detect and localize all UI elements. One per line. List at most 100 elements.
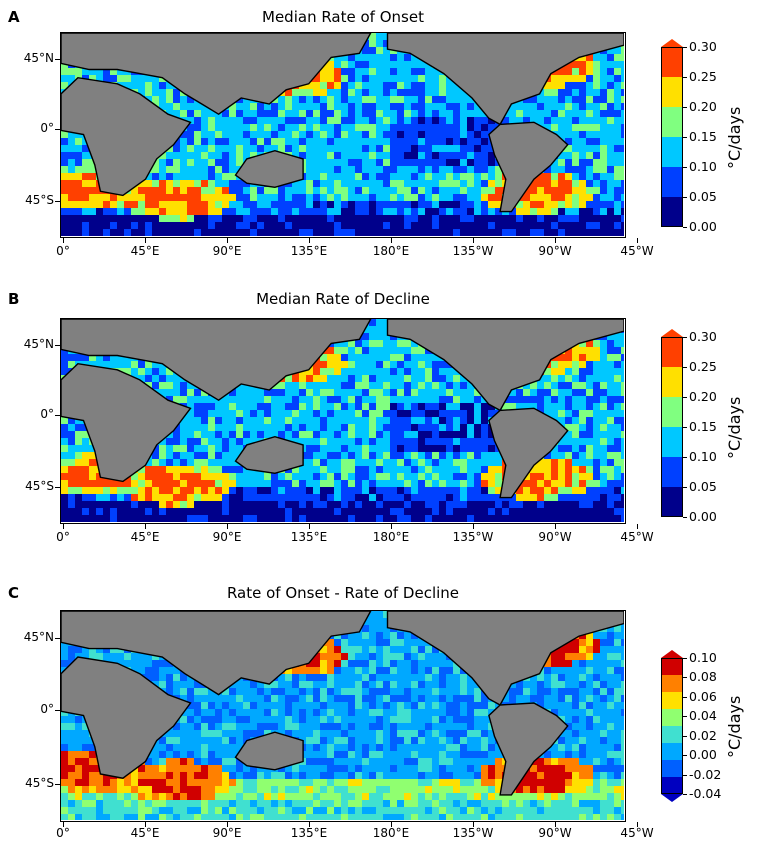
heatmap-cell [425, 438, 432, 445]
heatmap-cell [362, 403, 369, 410]
heatmap-cell [271, 410, 278, 417]
heatmap-cell [621, 333, 624, 340]
heatmap-cell [348, 54, 355, 61]
heatmap-cell [530, 508, 537, 515]
heatmap-cell [327, 417, 334, 424]
heatmap-cell [229, 508, 236, 515]
heatmap-cell [572, 459, 579, 466]
heatmap-cell [453, 201, 460, 208]
colorbar-tick-mark [683, 197, 687, 198]
heatmap-cell [159, 173, 166, 180]
heatmap-cell [341, 452, 348, 459]
heatmap-cell [348, 361, 355, 368]
heatmap-cell [572, 89, 579, 96]
heatmap-cell [460, 110, 467, 117]
heatmap-cell [383, 382, 390, 389]
heatmap-cell [474, 445, 481, 452]
heatmap-cell [75, 180, 82, 187]
heatmap-cell [621, 152, 624, 159]
heatmap-cell [383, 145, 390, 152]
x-tick-mark [309, 524, 310, 529]
heatmap-cell [572, 138, 579, 145]
heatmap-cell [439, 473, 446, 480]
heatmap-cell [187, 396, 194, 403]
heatmap-cell [180, 396, 187, 403]
heatmap-cell [369, 68, 376, 75]
heatmap-cell [586, 354, 593, 361]
heatmap-cell [572, 361, 579, 368]
heatmap-cell [544, 501, 551, 508]
heatmap-cell [369, 501, 376, 508]
heatmap-cell [565, 431, 572, 438]
heatmap-cell [243, 124, 250, 131]
heatmap-cell [110, 480, 117, 487]
heatmap-cell [180, 173, 187, 180]
heatmap-cell [173, 96, 180, 103]
heatmap-cell [411, 445, 418, 452]
heatmap-cell [614, 96, 621, 103]
heatmap-cell [222, 215, 229, 222]
x-tick-label: 90°E [212, 530, 242, 544]
heatmap-cell [572, 382, 579, 389]
heatmap-cell [236, 473, 243, 480]
heatmap-cell [292, 201, 299, 208]
heatmap-cell [404, 75, 411, 82]
heatmap-cell [509, 515, 516, 522]
heatmap-cell [145, 89, 152, 96]
heatmap-cell [572, 480, 579, 487]
heatmap-cell [299, 187, 306, 194]
heatmap-cell [257, 494, 264, 501]
heatmap-cell [411, 54, 418, 61]
heatmap-cell [544, 166, 551, 173]
heatmap-cell [180, 473, 187, 480]
heatmap-cell [229, 501, 236, 508]
heatmap-cell [621, 389, 624, 396]
heatmap-cell [621, 215, 624, 222]
heatmap-cell [607, 110, 614, 117]
heatmap-cell [180, 152, 187, 159]
heatmap-cell [586, 480, 593, 487]
heatmap-cell [551, 173, 558, 180]
heatmap-cell [68, 417, 75, 424]
heatmap-cell [145, 180, 152, 187]
heatmap-cell [243, 194, 250, 201]
heatmap-cell [362, 145, 369, 152]
heatmap-cell [600, 180, 607, 187]
heatmap-cell [439, 180, 446, 187]
heatmap-cell [355, 89, 362, 96]
heatmap-cell [593, 173, 600, 180]
heatmap-cell [537, 117, 544, 124]
heatmap-cell [460, 515, 467, 522]
heatmap-cell [432, 480, 439, 487]
heatmap-cell [369, 410, 376, 417]
heatmap-cell [285, 494, 292, 501]
heatmap-cell [68, 194, 75, 201]
heatmap-cell [306, 96, 313, 103]
heatmap-cell [341, 110, 348, 117]
heatmap-cell [110, 75, 117, 82]
heatmap-cell [369, 159, 376, 166]
heatmap-cell [334, 347, 341, 354]
x-tick-mark [145, 524, 146, 529]
heatmap-cell [572, 424, 579, 431]
heatmap-cell [334, 166, 341, 173]
heatmap-cell [600, 347, 607, 354]
heatmap-cell [425, 166, 432, 173]
heatmap-cell [313, 466, 320, 473]
heatmap-cell [236, 515, 243, 522]
heatmap-cell [467, 417, 474, 424]
heatmap-cell [446, 410, 453, 417]
heatmap-cell [383, 375, 390, 382]
heatmap-cell [201, 145, 208, 152]
heatmap-cell [495, 494, 502, 501]
heatmap-cell [544, 389, 551, 396]
heatmap-cell [369, 96, 376, 103]
heatmap-cell [236, 424, 243, 431]
heatmap-cell [607, 131, 614, 138]
heatmap-cell [376, 33, 383, 40]
heatmap-cell [173, 166, 180, 173]
heatmap-cell [271, 487, 278, 494]
heatmap-cell [362, 166, 369, 173]
heatmap-cell [257, 208, 264, 215]
heatmap-cell [607, 124, 614, 131]
